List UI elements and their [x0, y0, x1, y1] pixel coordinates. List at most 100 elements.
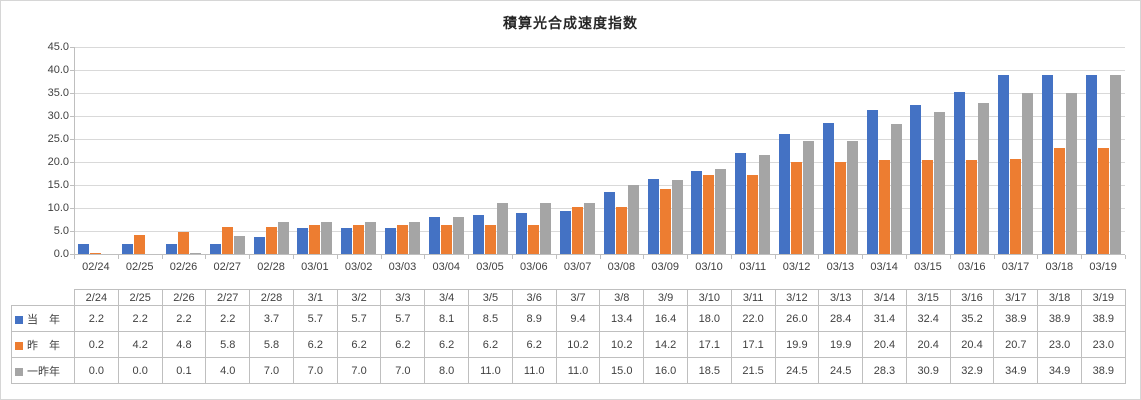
bar-last-year	[834, 162, 846, 254]
gridline	[74, 116, 1125, 117]
table-header-cell: 2/26	[161, 289, 207, 306]
table-value-cell: 8.5	[468, 305, 513, 332]
bar-two-years-ago	[1109, 75, 1121, 254]
table-value-cell: 21.5	[730, 357, 776, 384]
table-value-cell: 38.9	[1080, 305, 1126, 332]
bar-this-year	[78, 244, 90, 254]
bar-two-years-ago	[934, 112, 946, 254]
table-value-cell: 8.0	[424, 357, 470, 384]
table-value-cell: 17.1	[730, 331, 776, 358]
table-value-cell: 0.0	[117, 357, 163, 384]
table-value-cell: 10.2	[555, 331, 601, 358]
bar-this-year	[428, 217, 440, 254]
bar-last-year	[90, 253, 102, 254]
gridline	[74, 185, 1125, 186]
table-value-cell: 22.0	[730, 305, 776, 332]
bar-this-year	[647, 179, 659, 254]
x-axis-tick	[1125, 255, 1126, 259]
x-axis-tick	[730, 255, 732, 259]
table-value-cell: 11.0	[555, 357, 601, 384]
bar-last-year	[1097, 148, 1109, 254]
table-value-cell: 6.2	[424, 331, 470, 358]
bar-last-year	[221, 227, 233, 254]
bar-two-years-ago	[189, 253, 201, 254]
table-value-cell: 2.2	[205, 305, 251, 332]
table-value-cell: 28.4	[818, 305, 864, 332]
table-header-cell: 3/11	[730, 289, 776, 306]
x-axis-tick	[336, 255, 338, 259]
table-value-cell: 28.3	[862, 357, 907, 384]
x-axis-label: 03/02	[344, 261, 373, 273]
bar-last-year	[747, 175, 759, 254]
table-header-cell: 3/4	[424, 289, 470, 306]
x-axis-label: 03/14	[870, 261, 898, 273]
y-axis-label: 0.0	[53, 248, 69, 260]
bar-this-year	[384, 228, 396, 254]
x-axis-tick	[687, 255, 689, 259]
table-value-cell: 5.7	[380, 305, 426, 332]
table-value-cell: 8.1	[424, 305, 470, 332]
x-axis-label: 03/19	[1089, 261, 1117, 273]
x-axis-tick	[1081, 255, 1083, 259]
x-axis-label: 02/26	[169, 261, 198, 273]
bar-two-years-ago	[1065, 93, 1077, 254]
table-header-cell: 2/24	[74, 289, 119, 306]
x-axis-tick	[511, 255, 513, 259]
table-value-cell: 20.4	[905, 331, 951, 358]
y-axis-label: 25.0	[47, 133, 69, 145]
legend-label-this-year: 当 年	[27, 313, 60, 326]
table-header-cell: 3/13	[818, 289, 864, 306]
bar-last-year	[1053, 148, 1065, 254]
bar-this-year	[998, 75, 1010, 254]
table-value-cell: 0.2	[74, 331, 119, 358]
table-value-cell: 15.0	[599, 357, 645, 384]
x-axis-label: 03/06	[520, 261, 548, 273]
gridline	[74, 162, 1125, 163]
table-value-cell: 18.5	[686, 357, 732, 384]
x-axis-tick	[292, 255, 294, 259]
table-value-cell: 10.2	[599, 331, 645, 358]
bar-two-years-ago	[365, 222, 377, 254]
legend-label-last-year: 昨 年	[27, 339, 60, 352]
table-value-cell: 20.4	[949, 331, 995, 358]
bar-two-years-ago	[233, 236, 245, 254]
table-value-cell: 18.0	[686, 305, 732, 332]
bar-this-year	[560, 211, 572, 254]
y-axis-tick	[70, 208, 74, 209]
table-header-cell: 3/5	[468, 289, 513, 306]
x-axis-label: 03/18	[1045, 261, 1074, 273]
bar-last-year	[353, 225, 365, 254]
bar-this-year	[603, 192, 615, 254]
table-header-cell: 3/18	[1037, 289, 1082, 306]
y-axis-tick	[70, 254, 74, 255]
table-value-cell: 35.2	[949, 305, 995, 332]
x-axis-tick	[862, 255, 864, 259]
y-axis-tick	[70, 162, 74, 163]
x-axis-tick	[380, 255, 382, 259]
bar-this-year	[297, 228, 309, 254]
gridline	[74, 231, 1125, 232]
bar-last-year	[878, 160, 890, 254]
table-header-cell: 2/25	[117, 289, 163, 306]
bar-this-year	[516, 213, 528, 254]
x-axis-label: 03/04	[432, 261, 460, 273]
bar-two-years-ago	[496, 203, 508, 254]
bar-last-year	[966, 160, 978, 254]
table-value-cell: 23.0	[1080, 331, 1126, 358]
gridline	[74, 139, 1125, 140]
table-value-cell: 16.0	[643, 357, 688, 384]
y-axis-label: 20.0	[47, 156, 69, 168]
gridline	[74, 208, 1125, 209]
y-axis-label: 5.0	[53, 225, 69, 237]
y-axis-label: 40.0	[47, 64, 69, 76]
legend-swatch-this-year	[15, 315, 23, 324]
x-axis-label: 03/16	[957, 261, 986, 273]
bar-this-year	[779, 134, 791, 254]
bar-this-year	[735, 153, 747, 254]
bar-last-year	[440, 225, 452, 254]
y-axis-label: 10.0	[47, 202, 69, 214]
bar-last-year	[1010, 159, 1022, 254]
table-value-cell: 6.2	[468, 331, 513, 358]
x-axis-tick	[555, 255, 557, 259]
table-value-cell: 6.2	[336, 331, 382, 358]
